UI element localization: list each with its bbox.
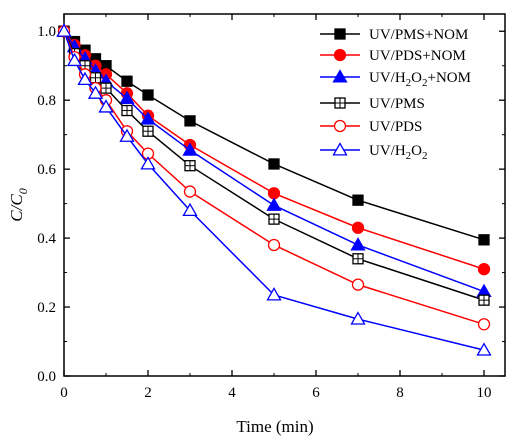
plot-frame	[63, 13, 506, 377]
data-point	[119, 128, 135, 142]
y-tick-label: 0.4	[37, 231, 56, 247]
data-point	[66, 52, 83, 67]
data-point	[140, 156, 156, 170]
data-point	[56, 23, 72, 37]
data-point	[352, 253, 364, 265]
data-point	[184, 160, 196, 172]
legend-marker	[334, 97, 346, 109]
data-point	[477, 318, 491, 331]
x-tick-label: 2	[144, 385, 152, 401]
legend-label: UV/PDS+NOM	[369, 48, 466, 64]
data-point	[142, 125, 154, 137]
legend-item: UV/PDS	[320, 119, 422, 135]
legend-marker	[332, 142, 348, 156]
data-point	[267, 187, 281, 200]
data-point	[266, 287, 282, 301]
legend-item: UV/H2O2+NOM	[320, 69, 471, 89]
legend-marker	[332, 69, 348, 83]
legend-label: UV/PMS	[369, 96, 425, 112]
data-point	[121, 104, 133, 117]
x-tick-label: 0	[60, 385, 68, 401]
series-layer	[56, 23, 492, 356]
data-point	[100, 82, 112, 94]
data-point	[183, 185, 197, 198]
data-point	[268, 158, 280, 170]
data-point	[477, 262, 491, 276]
x-tick-label: 10	[477, 385, 492, 401]
legend-marker	[333, 48, 347, 62]
data-point	[184, 115, 196, 127]
legend-item: UV/PMS+NOM	[320, 27, 468, 43]
data-point	[119, 90, 135, 104]
y-axis-label: C/C0	[7, 188, 30, 221]
data-point	[182, 142, 198, 156]
data-point	[87, 85, 104, 99]
data-point	[267, 238, 281, 252]
data-point	[478, 234, 490, 246]
y-tick-label: 0.2	[37, 300, 56, 316]
data-point	[182, 202, 198, 217]
series-5	[56, 23, 492, 356]
data-point	[478, 294, 490, 306]
data-point	[89, 72, 102, 84]
data-point	[140, 111, 156, 125]
data-point	[476, 342, 492, 356]
legend-label: UV/H2O2+NOM	[369, 70, 471, 89]
data-point	[350, 237, 366, 251]
data-point	[350, 311, 366, 325]
data-point	[121, 75, 133, 87]
data-point	[77, 71, 93, 86]
legend-label: UV/PMS+NOM	[369, 27, 468, 43]
data-point	[266, 197, 282, 211]
y-tick-label: 0.8	[37, 93, 56, 109]
legend-label: UV/PDS	[369, 119, 422, 135]
legend-label: UV/H2O2	[369, 143, 428, 162]
legend: UV/PMS+NOM UV/PDS+NOM UV/H2O2+NOM UV/PMS UV/…	[320, 27, 471, 162]
data-point	[142, 89, 154, 101]
axes: 0 2 4 6 8 10 0.0 0.2 0.4 0.6 0.8 1.0	[37, 13, 506, 401]
legend-item: UV/PDS+NOM	[320, 48, 466, 64]
series-4	[57, 25, 491, 331]
x-tick-label: 8	[396, 385, 404, 401]
data-point	[351, 221, 365, 234]
x-axis-label: Time (min)	[236, 417, 313, 436]
legend-item: UV/PMS	[320, 96, 425, 112]
data-point	[352, 194, 364, 206]
legend-marker	[334, 28, 346, 40]
x-tick-label: 4	[228, 385, 236, 401]
legend-item: UV/H2O2	[320, 142, 428, 162]
data-point	[98, 99, 114, 113]
data-point	[268, 213, 280, 225]
legend-marker	[333, 119, 347, 133]
y-tick-label: 0.0	[37, 369, 56, 385]
data-point	[351, 278, 365, 291]
y-tick-label: 1.0	[37, 24, 56, 40]
y-tick-label: 0.6	[37, 162, 56, 178]
x-tick-label: 6	[312, 385, 320, 401]
